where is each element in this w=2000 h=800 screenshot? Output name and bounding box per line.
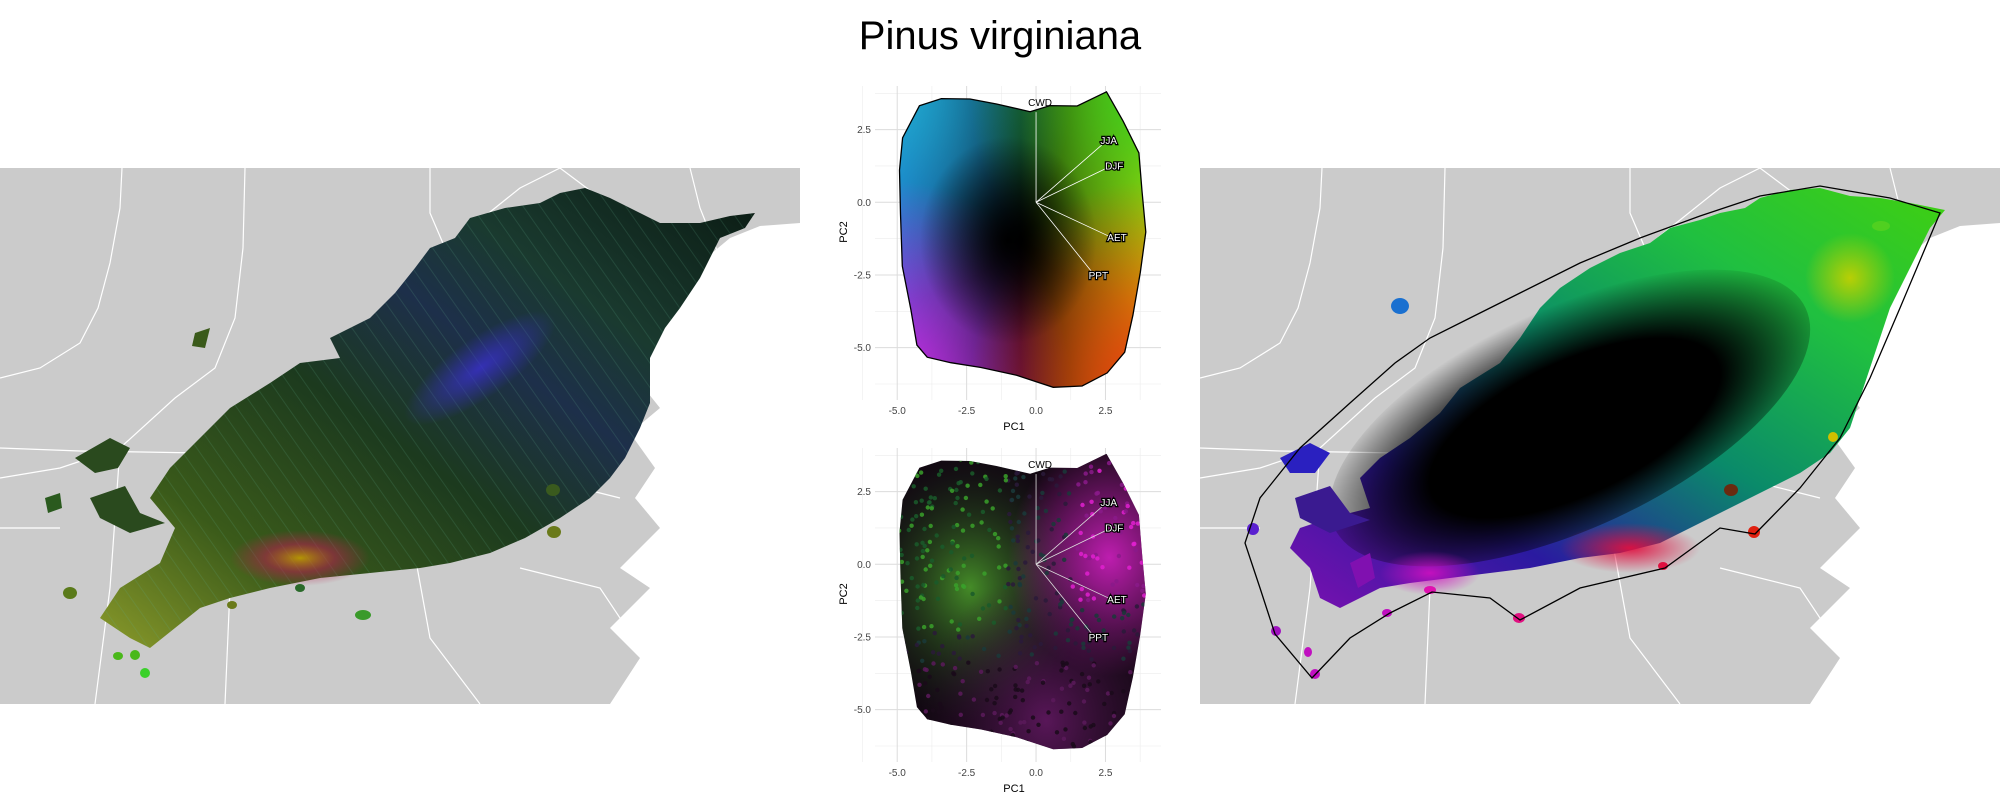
y-tick-label: -5.0 [854,705,872,716]
loading-vector [1035,202,1095,276]
pca-top-xlabel: PC1 [1003,421,1024,433]
x-tick-label: -2.5 [958,768,976,779]
y-tick-label: 2.5 [857,487,871,498]
range-map-right [1200,168,2000,704]
loading-vector [1035,201,1112,238]
pca-plot-top: CWD JJA DJF AET PPT -5.0 -2.5 0.0 2.5 2.5 0.0 -2.5… [833,82,1167,434]
pca-top-hull [898,90,1147,388]
x-tick-label: 2.5 [1099,768,1113,779]
loading-vector [1035,505,1103,565]
pca-plot-bottom: CWD JJA DJF AET PPT -5.0 -2.5 0.0 2.5 2.5 0.0 -2.5… [833,444,1167,796]
pca-bottom-ylabel: PC2 [838,583,850,604]
x-tick-label: -5.0 [889,768,907,779]
loading-vector [1035,564,1095,638]
vector-label: JJA [1100,498,1117,509]
y-tick-label: -5.0 [854,343,872,354]
vector-label: CWD [1028,460,1052,471]
vector-label: PPT [1089,271,1108,282]
y-tick-label: 0.0 [857,560,871,571]
x-tick-label: -5.0 [889,406,907,417]
y-tick-label: -2.5 [854,270,872,281]
page-title: Pinus virginiana [858,14,1142,58]
vector-label: AET [1107,233,1126,244]
vector-label: DJF [1105,523,1123,534]
pca-top-ylabel: PC2 [838,221,850,242]
vector-label: AET [1107,595,1126,606]
vector-label: PPT [1089,633,1108,644]
loading-vector [1035,143,1103,203]
loading-vector [1035,529,1109,565]
x-tick-label: -2.5 [958,406,976,417]
convex-hull [1244,185,1941,679]
y-tick-label: -2.5 [854,632,872,643]
y-tick-label: 0.0 [857,198,871,209]
range-map-left [0,168,800,704]
x-tick-label: 0.0 [1029,406,1043,417]
loading-vector [1035,167,1109,203]
vector-label: CWD [1028,98,1052,109]
vector-label: DJF [1105,161,1123,172]
x-tick-label: 2.5 [1099,406,1113,417]
vector-label: JJA [1100,136,1117,147]
pca-bottom-xlabel: PC1 [1003,783,1024,795]
x-tick-label: 0.0 [1029,768,1043,779]
y-tick-label: 2.5 [857,125,871,136]
loading-vector [1035,563,1112,600]
